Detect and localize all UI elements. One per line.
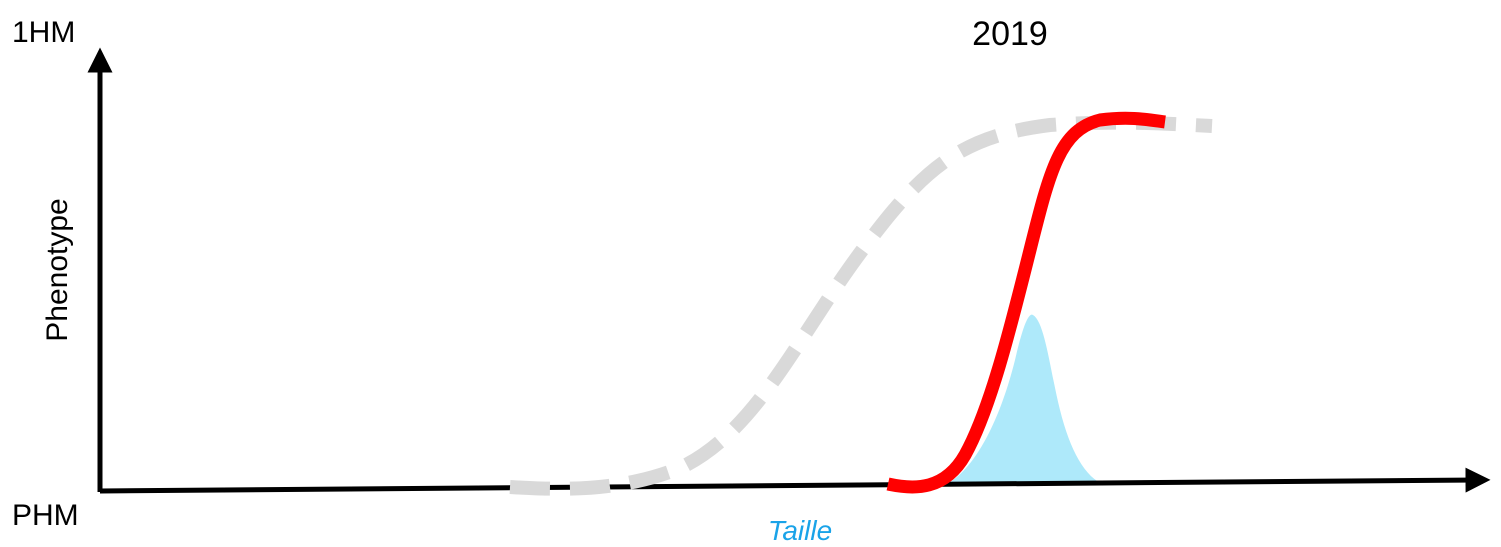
y-top-label: 1HM [12, 16, 75, 49]
y-bottom-label: PHM [12, 499, 79, 532]
y-axis-title: Phenotype [41, 198, 74, 341]
reference-curve [509, 115, 1213, 496]
title: 2019 [972, 15, 1048, 53]
distribution [945, 314, 1105, 485]
shifted-curve [886, 111, 1166, 494]
x-axis-title: Taille [768, 515, 832, 546]
x-axis [99, 467, 1491, 494]
